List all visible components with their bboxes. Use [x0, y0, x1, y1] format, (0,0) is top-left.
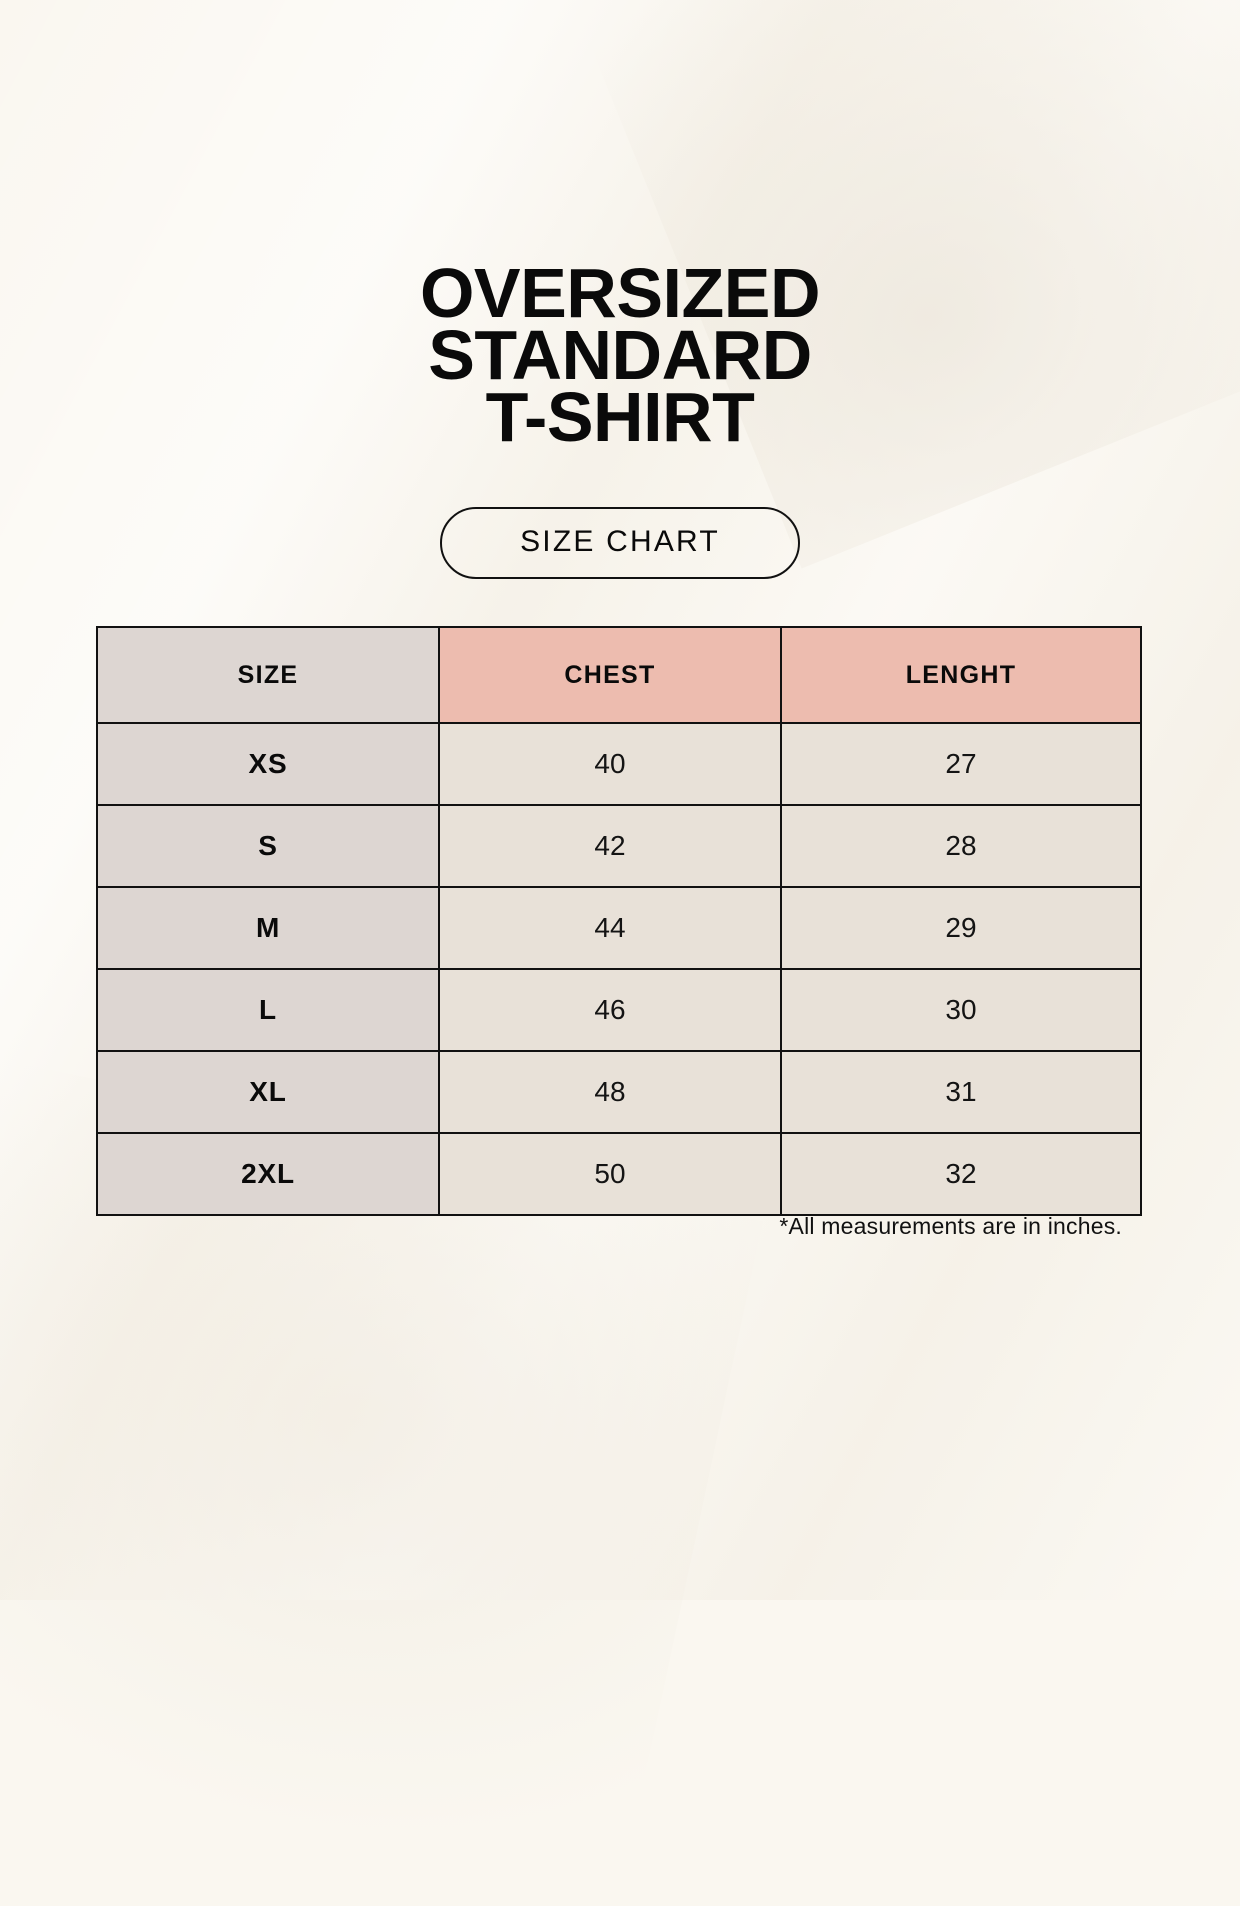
size-chart-badge-container: SIZE CHART — [0, 507, 1240, 579]
table-row: XS 40 27 — [96, 722, 1142, 806]
cell-size: S — [96, 804, 440, 888]
column-header-length: LENGHT — [780, 626, 1142, 724]
cell-length: 30 — [780, 968, 1142, 1052]
table-row: S 42 28 — [96, 804, 1142, 888]
column-header-size: SIZE — [96, 626, 440, 724]
size-table-body: XS 40 27 S 42 28 M 44 29 L 46 30 — [96, 722, 1142, 1216]
cell-chest: 40 — [438, 722, 782, 806]
column-header-chest: CHEST — [438, 626, 782, 724]
table-row: XL 48 31 — [96, 1050, 1142, 1134]
cell-chest: 48 — [438, 1050, 782, 1134]
title-line-2: STANDARD — [428, 316, 812, 394]
table-row: M 44 29 — [96, 886, 1142, 970]
cell-size: XL — [96, 1050, 440, 1134]
size-table-container: SIZE CHEST LENGHT XS 40 27 S 42 28 M — [96, 626, 1142, 1216]
cell-size: 2XL — [96, 1132, 440, 1216]
table-row: 2XL 50 32 — [96, 1132, 1142, 1216]
cell-chest: 46 — [438, 968, 782, 1052]
cell-size: M — [96, 886, 440, 970]
title-line-1: OVERSIZED — [419, 254, 821, 332]
cell-length: 28 — [780, 804, 1142, 888]
size-chart-badge: SIZE CHART — [440, 507, 800, 579]
cell-size: L — [96, 968, 440, 1052]
cell-size: XS — [96, 722, 440, 806]
size-table-head: SIZE CHEST LENGHT — [96, 626, 1142, 724]
cell-length: 27 — [780, 722, 1142, 806]
cell-chest: 50 — [438, 1132, 782, 1216]
cell-length: 32 — [780, 1132, 1142, 1216]
table-row: L 46 30 — [96, 968, 1142, 1052]
measurement-footnote: *All measurements are in inches. — [779, 1213, 1122, 1239]
cell-chest: 42 — [438, 804, 782, 888]
cell-length: 31 — [780, 1050, 1142, 1134]
title-line-3: T-SHIRT — [485, 378, 755, 456]
cell-chest: 44 — [438, 886, 782, 970]
cell-length: 29 — [780, 886, 1142, 970]
size-table: SIZE CHEST LENGHT XS 40 27 S 42 28 M — [96, 626, 1142, 1216]
table-header-row: SIZE CHEST LENGHT — [96, 626, 1142, 724]
page-title: OVERSIZED STANDARD T-SHIRT — [0, 254, 1240, 456]
